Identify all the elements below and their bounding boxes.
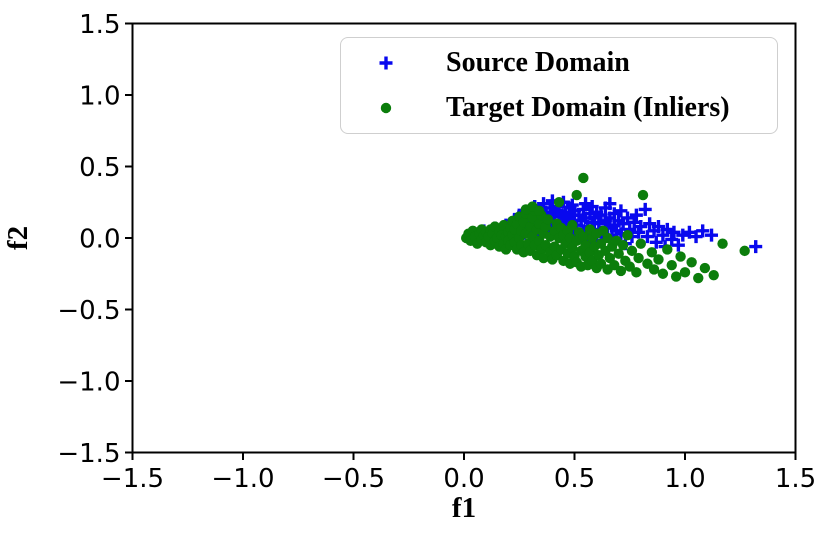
y-tick-label: 0.5: [79, 153, 120, 183]
plus-marker-icon: [379, 56, 393, 70]
x-axis-label: f1: [451, 492, 477, 524]
scatter-point-target-domain-inliers: [679, 267, 691, 278]
scatter-point-target-domain-inliers: [646, 247, 658, 258]
scatter-point-source-domain: [592, 217, 606, 231]
scatter-point-source-domain: [638, 202, 652, 216]
scatter-point-target-domain-inliers: [633, 252, 644, 264]
scatter-point-target-domain-inliers: [602, 232, 613, 244]
legend-item-source-domain: Source Domain: [341, 43, 777, 83]
scatter-point-source-domain: [660, 222, 674, 236]
scatter-point-source-domain: [640, 230, 654, 244]
x-tick-label: 1.5: [775, 464, 816, 494]
scatter-point-source-domain: [643, 217, 657, 231]
scatter-point-source-domain: [649, 235, 663, 249]
scatter-point-target-domain-inliers: [717, 238, 728, 249]
scatter-point-target-domain-inliers: [613, 248, 624, 259]
scatter-point-target-domain-inliers: [626, 245, 638, 257]
scatter-point-target-domain-inliers: [615, 265, 627, 277]
scatter-point-target-domain-inliers: [578, 231, 589, 242]
scatter-point-target-domain-inliers: [622, 229, 633, 241]
scatter-point-source-domain: [671, 238, 685, 252]
scatter-point-target-domain-inliers: [693, 272, 704, 284]
scatter-point-target-domain-inliers: [533, 205, 545, 217]
scatter-point-target-domain-inliers: [675, 251, 686, 262]
scatter-point-target-domain-inliers: [666, 259, 677, 271]
legend-item-target-domain: Target Domain (Inliers): [341, 88, 777, 128]
scatter-point-target-domain-inliers: [670, 271, 682, 282]
scatter-point-source-domain: [665, 232, 679, 246]
y-axis-label: f2: [2, 225, 34, 251]
scatter-point-target-domain-inliers: [637, 189, 649, 201]
scatter-point-source-domain: [667, 225, 681, 239]
scatter-point-source-domain: [537, 197, 551, 211]
x-tick-label: 1.0: [664, 464, 705, 494]
x-tick-label: −0.5: [322, 464, 385, 494]
scatter-point-source-domain: [603, 197, 617, 211]
scatter-point-target-domain-inliers: [567, 219, 578, 231]
scatter-point-source-domain: [651, 220, 665, 234]
x-tick-label: 0.5: [554, 464, 595, 494]
scatter-point-target-domain-inliers: [699, 262, 711, 274]
scatter-point-source-domain: [676, 228, 690, 242]
scatter-point-target-domain-inliers: [578, 172, 589, 184]
y-tick-label: 1.5: [79, 10, 120, 40]
scatter-point-source-domain: [696, 224, 710, 238]
scatter-point-source-domain: [634, 220, 648, 234]
scatter-point-source-domain: [621, 211, 635, 225]
y-tick-label: −1.0: [57, 368, 120, 398]
legend-label-target-domain: Target Domain (Inliers): [446, 92, 730, 123]
legend: Source Domain Target Domain (Inliers): [340, 37, 778, 134]
scatter-point-target-domain-inliers: [739, 245, 750, 257]
y-tick-label: 1.0: [79, 82, 120, 112]
scatter-point-target-domain-inliers: [617, 239, 629, 251]
x-tick-label: −1.5: [101, 464, 164, 494]
scatter-point-target-domain-inliers: [653, 254, 664, 265]
scatter-point-target-domain-inliers: [662, 244, 673, 255]
scatter-point-source-domain: [689, 230, 703, 244]
x-tick-label: 0.0: [443, 464, 484, 494]
scatter-point-target-domain-inliers: [631, 267, 642, 278]
scatter-point-source-domain: [565, 198, 579, 212]
scatter-point-target-domain-inliers: [571, 189, 582, 201]
scatter-point-target-domain-inliers: [686, 257, 697, 268]
scatter-point-source-domain: [749, 240, 763, 254]
scatter-point-source-domain: [614, 204, 628, 218]
scatter-point-target-domain-inliers: [657, 268, 669, 279]
scatter-point-target-domain-inliers: [708, 269, 719, 281]
legend-label-source-domain: Source Domain: [446, 47, 630, 78]
scatter-point-target-domain-inliers: [542, 214, 554, 225]
scatter-point-target-domain-inliers: [635, 238, 646, 249]
y-tick-label: −0.5: [57, 296, 120, 326]
x-tick-label: −1.0: [211, 464, 274, 494]
scatter-point-target-domain-inliers: [553, 197, 565, 208]
scatter-point-source-domain: [627, 215, 641, 229]
scatter-point-source-domain: [705, 228, 719, 242]
circle-marker-icon: [380, 102, 392, 114]
scatter-point-source-domain: [682, 225, 696, 239]
scatter-point-target-domain-inliers: [648, 264, 660, 275]
scatter-point-source-domain: [579, 197, 593, 211]
scatter-point-source-domain: [629, 208, 643, 222]
y-tick-label: 0.0: [79, 225, 120, 255]
scatter-point-source-domain: [607, 207, 621, 221]
y-tick-label: −1.5: [57, 439, 120, 469]
